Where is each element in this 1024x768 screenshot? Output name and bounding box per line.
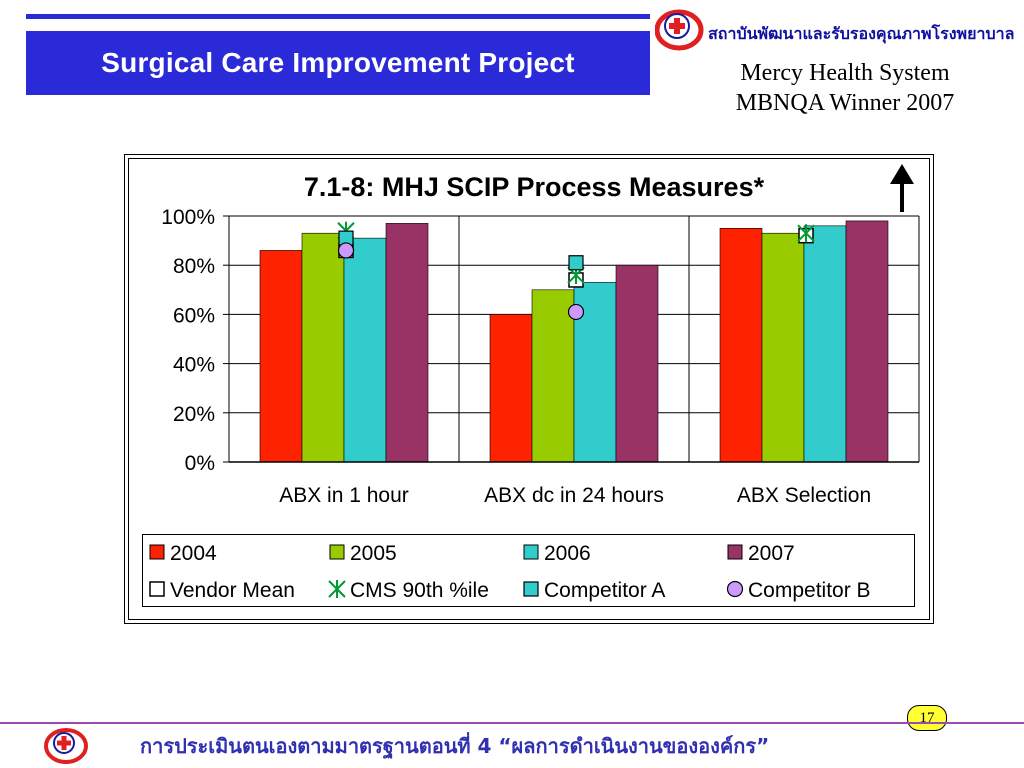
bar-2005-0: [301, 232, 345, 463]
bar-2005-1: [531, 289, 575, 463]
legend-item-2004-label: 2004: [170, 542, 217, 565]
legend-item-competitor-b-label: Competitor B: [748, 579, 871, 602]
legend-item-2005-swatch: [329, 544, 345, 560]
org-name: สถาบันพัฒนาและรับรองคุณภาพโรงพยาบาล: [708, 24, 1015, 43]
legend-item-2007-label: 2007: [748, 542, 795, 565]
legend-item-vendor-mean-symbol: [149, 581, 165, 597]
category-label: ABX dc in 24 hours: [484, 484, 664, 507]
y-tick-label: 40%: [173, 354, 215, 377]
marker-competitor-a-1: [568, 255, 584, 271]
subtitle-line-1: Mercy Health System: [740, 60, 950, 86]
legend-item-competitor-a-label: Competitor A: [544, 579, 665, 602]
legend-item-2004-swatch: [149, 544, 165, 560]
marker-competitor-b-0: [337, 242, 355, 259]
y-tick-label: 20%: [173, 403, 215, 426]
marker-competitor-b-1: [567, 303, 585, 321]
legend-item-2006-label: 2006: [544, 542, 591, 565]
marker-cms-90th-ile-2: [797, 224, 815, 243]
legend-item-cms-90th-ile-symbol: [328, 580, 346, 598]
bar-2007-2: [845, 220, 889, 463]
legend-item-competitor-b-symbol: [726, 580, 744, 598]
slide-title: Surgical Care Improvement Project: [101, 47, 575, 78]
chart-title: 7.1-8: MHJ SCIP Process Measures*: [304, 172, 765, 202]
y-tick-label: 80%: [173, 255, 215, 278]
legend-item-competitor-a-symbol: [523, 581, 539, 597]
bar-2004-1: [489, 314, 533, 463]
category-label: ABX Selection: [737, 484, 871, 507]
page-number: 17: [907, 705, 947, 731]
legend-item-vendor-mean-label: Vendor Mean: [170, 579, 295, 602]
category-label: ABX in 1 hour: [279, 484, 409, 507]
title-band: Surgical Care Improvement Project: [26, 31, 650, 95]
legend-item-2006-swatch: [523, 544, 539, 560]
footer-text: การประเมินตนเองตามมาตรฐานตอนที่ 4 “ผลการ…: [140, 734, 770, 758]
up-arrow-icon: [890, 164, 914, 212]
red-cross-ribbon-icon: [655, 9, 704, 51]
bar-2004-0: [259, 250, 303, 463]
y-tick-label: 0%: [185, 452, 215, 475]
bar-2005-2: [761, 232, 805, 463]
footer-rule: [0, 722, 1024, 724]
legend-item-cms-90th-ile-label: CMS 90th %ile: [350, 579, 489, 602]
subtitle-line-2: MBNQA Winner 2007: [735, 90, 955, 116]
bar-2007-0: [385, 223, 429, 463]
y-tick-label: 60%: [173, 304, 215, 327]
bar-2007-1: [615, 264, 659, 463]
bar-2004-2: [719, 228, 763, 463]
scip-chart: 7.1-8: MHJ SCIP Process Measures* 0% 20% 4…: [124, 154, 934, 624]
y-tick-label: 100%: [161, 206, 215, 229]
top-rule: [26, 14, 650, 19]
legend-item-2007-swatch: [727, 544, 743, 560]
bar-2006-2: [803, 225, 847, 463]
legend-item-2005-label: 2005: [350, 542, 397, 565]
bar-2006-0: [343, 237, 387, 463]
footer-logo-icon: [44, 728, 88, 764]
